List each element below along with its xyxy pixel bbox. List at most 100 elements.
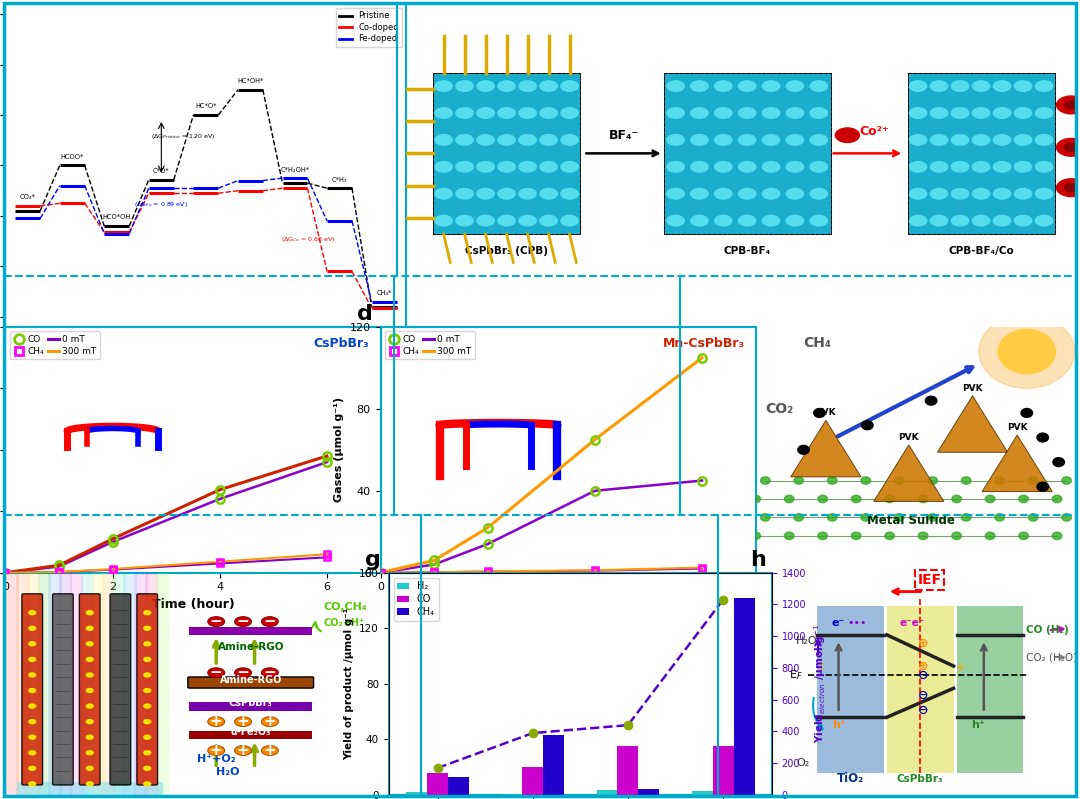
Circle shape xyxy=(29,766,36,770)
Circle shape xyxy=(835,128,860,142)
Text: ⚡: ⚡ xyxy=(815,661,826,676)
Circle shape xyxy=(1036,189,1053,199)
Circle shape xyxy=(144,720,151,724)
Circle shape xyxy=(1014,161,1031,172)
Circle shape xyxy=(456,108,473,118)
Circle shape xyxy=(29,673,36,677)
Text: H₂O: H₂O xyxy=(216,767,240,777)
Circle shape xyxy=(784,495,794,503)
Circle shape xyxy=(207,717,225,726)
Circle shape xyxy=(144,673,151,677)
Circle shape xyxy=(666,81,685,91)
Text: CO₂*: CO₂* xyxy=(19,194,36,201)
Circle shape xyxy=(818,532,827,539)
Polygon shape xyxy=(874,445,944,502)
Text: +: + xyxy=(264,743,276,758)
Circle shape xyxy=(994,81,1011,91)
Text: IEF: IEF xyxy=(917,573,942,586)
Circle shape xyxy=(691,135,708,145)
Circle shape xyxy=(435,135,453,145)
Circle shape xyxy=(144,766,151,770)
Circle shape xyxy=(909,161,927,172)
Bar xyxy=(49,573,62,795)
Text: C*O*: C*O* xyxy=(153,168,170,174)
Circle shape xyxy=(1056,138,1080,156)
Text: Amine-RGO: Amine-RGO xyxy=(219,674,282,685)
Circle shape xyxy=(261,717,279,726)
Circle shape xyxy=(1021,408,1032,417)
Text: PVK: PVK xyxy=(899,433,919,442)
Circle shape xyxy=(144,610,151,614)
Circle shape xyxy=(86,735,93,739)
Circle shape xyxy=(234,668,252,678)
Circle shape xyxy=(751,532,760,539)
Text: h⁺: h⁺ xyxy=(832,721,846,730)
Circle shape xyxy=(29,658,36,662)
Circle shape xyxy=(995,477,1004,484)
Circle shape xyxy=(1014,189,1031,199)
Circle shape xyxy=(786,161,804,172)
Text: PVK: PVK xyxy=(815,408,836,417)
Circle shape xyxy=(827,477,837,484)
Bar xyxy=(17,781,163,795)
Circle shape xyxy=(1052,532,1062,539)
Circle shape xyxy=(786,189,804,199)
Circle shape xyxy=(1036,81,1053,91)
Circle shape xyxy=(666,135,685,145)
Circle shape xyxy=(498,108,515,118)
Text: −: − xyxy=(264,614,276,629)
Bar xyxy=(427,773,448,795)
Text: +: + xyxy=(237,714,249,729)
Circle shape xyxy=(1065,143,1078,151)
Text: Metal Sulfide: Metal Sulfide xyxy=(867,514,955,527)
Bar xyxy=(70,573,83,795)
Text: (ΔG$_{Pristine}$ = 1.20 eV): (ΔG$_{Pristine}$ = 1.20 eV) xyxy=(151,132,216,141)
Circle shape xyxy=(786,81,804,91)
Circle shape xyxy=(810,161,827,172)
Text: −: − xyxy=(210,614,222,629)
Circle shape xyxy=(762,108,780,118)
Bar xyxy=(112,573,126,795)
Circle shape xyxy=(540,135,557,145)
Text: CsPbBr₃: CsPbBr₃ xyxy=(897,773,944,784)
Circle shape xyxy=(498,161,515,172)
Circle shape xyxy=(827,514,837,521)
Circle shape xyxy=(261,745,279,755)
Circle shape xyxy=(86,626,93,630)
Bar xyxy=(102,573,116,795)
Circle shape xyxy=(456,189,473,199)
Circle shape xyxy=(540,108,557,118)
Bar xyxy=(523,767,543,795)
Circle shape xyxy=(885,495,894,503)
Circle shape xyxy=(86,782,93,786)
Circle shape xyxy=(435,161,453,172)
Circle shape xyxy=(760,477,770,484)
Circle shape xyxy=(951,81,969,91)
Circle shape xyxy=(477,216,495,226)
Bar xyxy=(448,777,469,795)
Bar xyxy=(5,573,18,795)
Bar xyxy=(713,746,733,795)
Circle shape xyxy=(518,216,537,226)
Circle shape xyxy=(561,216,578,226)
Circle shape xyxy=(762,81,780,91)
Circle shape xyxy=(86,766,93,770)
Circle shape xyxy=(86,720,93,724)
Circle shape xyxy=(86,689,93,693)
Text: O₂: O₂ xyxy=(796,758,809,768)
Circle shape xyxy=(561,161,578,172)
Bar xyxy=(618,746,638,795)
Circle shape xyxy=(951,532,961,539)
Bar xyxy=(957,606,1023,773)
Bar xyxy=(501,793,523,795)
Circle shape xyxy=(1014,81,1031,91)
Circle shape xyxy=(862,421,873,430)
Text: C*H₂OH*: C*H₂OH* xyxy=(281,166,310,173)
Circle shape xyxy=(1077,116,1080,134)
Y-axis label: Gases (μmol g⁻¹): Gases (μmol g⁻¹) xyxy=(334,397,345,503)
Circle shape xyxy=(894,477,904,484)
Bar xyxy=(543,735,564,795)
Circle shape xyxy=(930,216,948,226)
Circle shape xyxy=(666,189,685,199)
Circle shape xyxy=(810,81,827,91)
